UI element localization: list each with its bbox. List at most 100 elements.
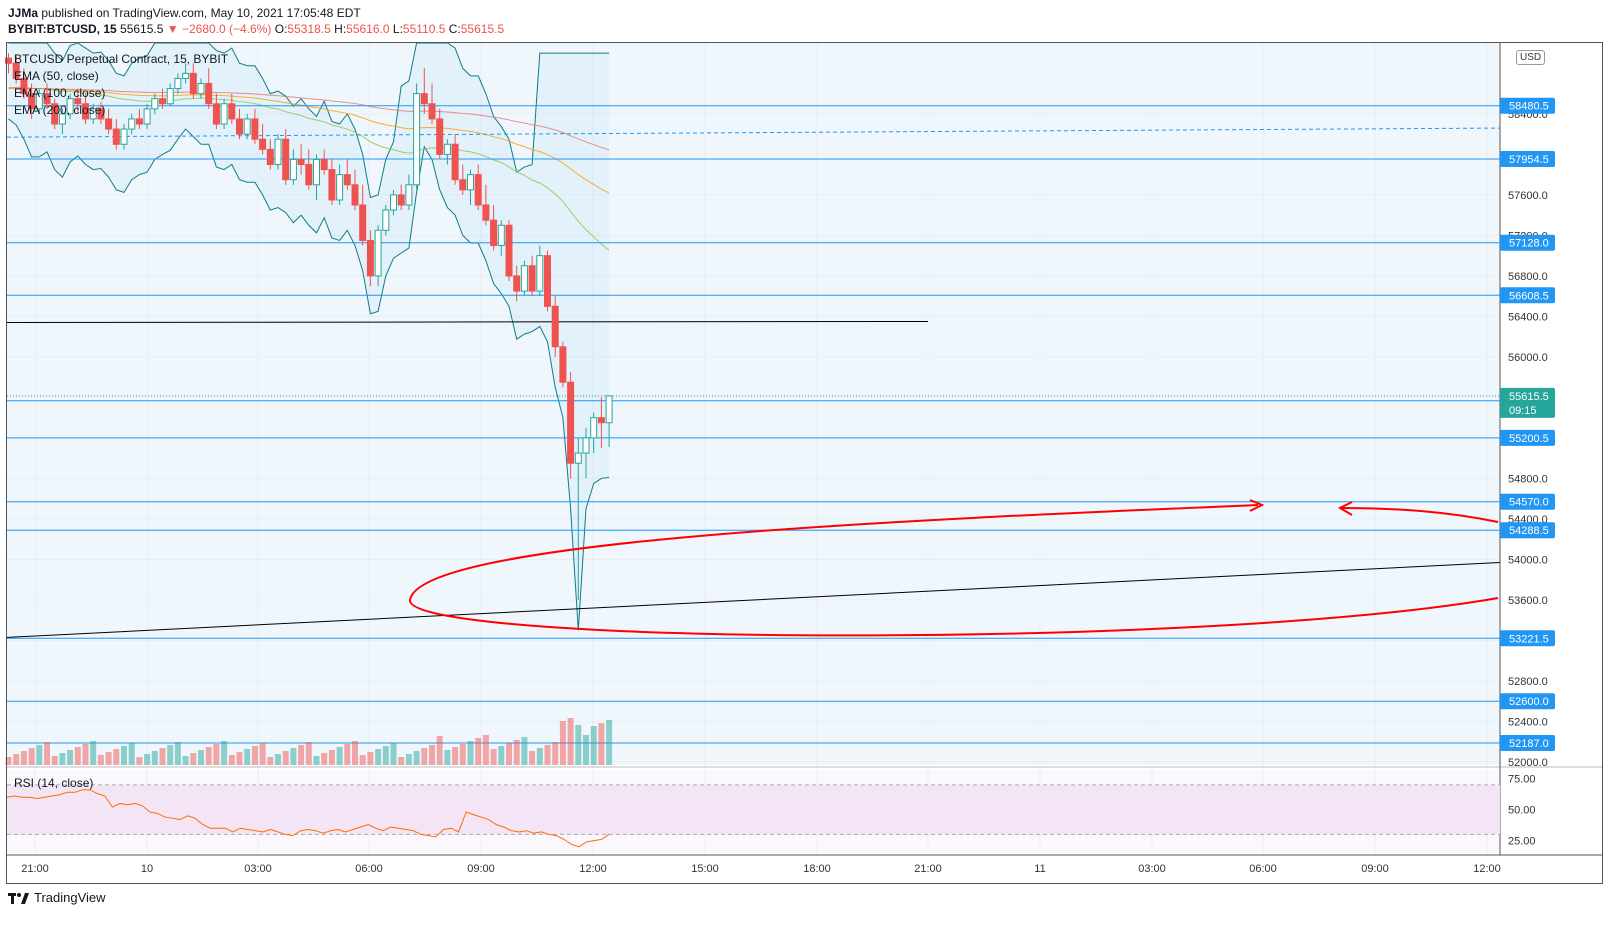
volume-bar [20, 751, 27, 765]
price-tick-label: 56800.0 [1508, 271, 1548, 283]
time-tick-label: 21:00 [914, 863, 942, 875]
time-tick-label: 10 [141, 863, 153, 875]
volume-bar [159, 748, 166, 765]
volume-bar [544, 745, 551, 765]
candle-body [112, 128, 120, 145]
volume-bar [482, 735, 489, 765]
volume-bar [313, 756, 320, 765]
legend-title[interactable]: BTCUSD Perpetual Contract, 15, BYBIT [14, 52, 229, 66]
candle-body [528, 265, 536, 292]
close-label: C: [448, 22, 461, 36]
time-tick-label: 12:00 [579, 863, 607, 875]
rsi-tick-label: 25.00 [1508, 836, 1536, 848]
legend-ema200[interactable]: EMA (200, close) [14, 103, 106, 117]
time-tick-label: 18:00 [803, 863, 831, 875]
price-tick-label: 53600.0 [1508, 595, 1548, 607]
rsi-tick-label: 50.00 [1508, 805, 1536, 817]
candle-body [58, 113, 66, 125]
symbol-label: BYBIT:BTCUSD, 15 [8, 22, 117, 36]
candle-body [551, 305, 559, 348]
ema200-line [8, 87, 610, 151]
red-arrow-right [1249, 499, 1265, 512]
volume-bar [5, 757, 12, 765]
candle-body [105, 118, 113, 130]
candle-body [174, 77, 182, 90]
price-level-text: 53221.5 [1509, 633, 1549, 645]
ema100-line [8, 87, 610, 194]
candle-body [28, 93, 36, 110]
time-tick-label: 09:00 [467, 863, 495, 875]
volume-bar [244, 749, 251, 765]
price-level-text: 54288.5 [1509, 525, 1549, 537]
low-value: 55110.5 [402, 22, 446, 36]
price-level-badge [1500, 493, 1555, 510]
price-tick-label: 52400.0 [1508, 716, 1548, 728]
volume-bar [459, 744, 466, 765]
open-value: 55318.5 [287, 22, 331, 36]
candle-body [451, 143, 459, 181]
candle-body [305, 164, 313, 186]
volume-bar [198, 750, 204, 765]
time-tick-label: 15:00 [691, 863, 719, 875]
volume-bar [375, 749, 382, 765]
volume-bar [298, 745, 305, 765]
price-level-badge [1500, 287, 1555, 304]
candle-body [490, 219, 498, 247]
ohlc-line: BYBIT:BTCUSD, 15 55615.5 ▼ −2680.0 (−4.6… [8, 22, 504, 36]
volume-bar [59, 753, 66, 765]
candle-body [420, 93, 428, 105]
volume-bar [490, 749, 497, 765]
volume-bar [467, 741, 474, 765]
change-value: −2680.0 (−4.6%) [182, 22, 272, 36]
volume-bar [413, 751, 420, 765]
last-price-text: 55615.5 [1509, 391, 1549, 403]
candle-body [251, 118, 259, 140]
volume-bar [121, 746, 127, 765]
bollinger-fill [8, 43, 610, 631]
candle-body [544, 255, 551, 307]
price-level-badge [1500, 234, 1555, 251]
volume-bar [36, 745, 43, 765]
candle-body [428, 103, 436, 120]
candle-body [605, 395, 613, 424]
volume-bar [305, 742, 312, 765]
candle-body [20, 77, 28, 95]
volume-bar [444, 750, 451, 765]
legend-ema100[interactable]: EMA (100, close) [14, 86, 106, 100]
volume-bar [213, 744, 220, 765]
volume-bar [367, 752, 374, 765]
candle-body [443, 143, 451, 155]
candle-body [151, 98, 159, 110]
legend-rsi[interactable]: RSI (14, close) [14, 776, 94, 790]
volume-bar [82, 744, 89, 765]
rsi-tick-label: 75.00 [1508, 774, 1536, 786]
candle-body [297, 158, 305, 166]
candle-body [366, 239, 374, 277]
black-horizontal-ray [6, 320, 929, 323]
volume-bar [429, 745, 435, 765]
candle-body [597, 417, 605, 424]
candle-body [243, 118, 251, 135]
time-tick-label: 21:00 [21, 863, 49, 875]
close-value: 55615.5 [460, 22, 505, 36]
legend-ema50[interactable]: EMA (50, close) [14, 69, 99, 83]
volume-bar [536, 748, 543, 765]
currency-badge[interactable]: USD [1516, 50, 1546, 65]
time-tick-label: 09:00 [1361, 863, 1389, 875]
red-arrow-left-line [1339, 507, 1499, 523]
volume-bar [552, 742, 559, 765]
publisher-line: JJMa published on TradingView.com, May 1… [8, 6, 361, 20]
candle-body [228, 103, 236, 120]
price-tick-label: 56000.0 [1508, 352, 1548, 364]
volume-bar [336, 747, 343, 765]
author-name[interactable]: JJMa [8, 6, 39, 20]
price-tick-label: 54800.0 [1508, 473, 1548, 485]
candle-body [189, 72, 197, 95]
open-label: O: [274, 22, 288, 36]
candle-body [374, 229, 382, 277]
candle-body [197, 83, 205, 95]
volume-bar [105, 752, 112, 765]
footer-brand[interactable]: TradingView [8, 890, 106, 905]
volume-bar [67, 750, 74, 765]
